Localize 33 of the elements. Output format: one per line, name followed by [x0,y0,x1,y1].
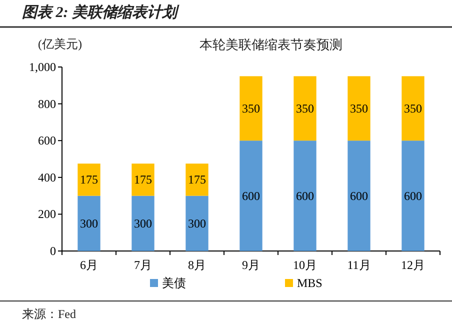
y-axis-title: (亿美元) [38,37,82,51]
data-label: 600 [242,188,260,203]
data-label: 300 [188,216,206,230]
y-tick-label: 800 [38,96,56,111]
x-tick-label: 9月 [242,258,260,272]
source-note: 来源：Fed [22,307,76,321]
data-label: 175 [188,172,206,187]
y-tick-label: 600 [38,134,56,148]
x-tick-label: 6月 [80,258,98,272]
legend-label: MBS [297,276,322,290]
y-tick-label: 200 [38,207,56,222]
x-tick-label: 10月 [293,258,317,272]
data-label: 175 [80,172,98,187]
data-label: 600 [296,188,314,203]
data-label: 300 [134,216,152,230]
legend-label: 美债 [162,276,186,290]
data-label: 175 [134,172,152,187]
title: 图表 2: 美联储缩表计划 [22,5,177,21]
x-tick-label: 8月 [188,258,206,272]
y-tick-label: 400 [38,170,56,184]
x-tick-label: 7月 [134,258,152,272]
data-label: 350 [296,101,314,116]
y-tick-label: 0 [50,244,56,258]
data-label: 350 [242,101,260,116]
chart-subtitle: 本轮美联储缩表节奏预测 [200,37,342,52]
data-label: 350 [350,101,368,116]
data-label: 350 [404,101,422,116]
data-label: 600 [404,188,422,203]
y-tick-label: 1,000 [29,60,56,74]
x-tick-label: 11月 [347,258,371,272]
data-label: 600 [350,188,368,203]
x-tick-label: 12月 [401,258,425,272]
data-label: 300 [80,216,98,230]
